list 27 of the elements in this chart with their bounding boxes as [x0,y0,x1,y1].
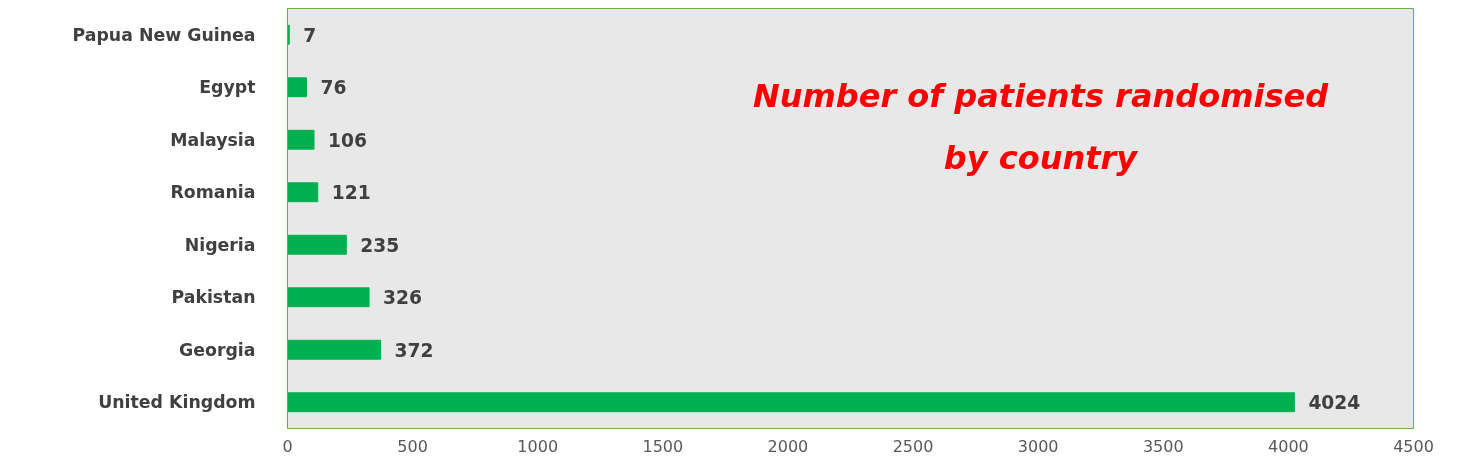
y-tick-label: Papua New Guinea [72,24,256,45]
data-label: 76 [320,77,347,99]
data-label: 7 [303,24,317,46]
y-tick-label: Georgia [179,339,256,360]
y-tick-label: Romania [170,182,256,203]
y-tick-label: Malaysia [170,129,256,150]
x-tick-label: 0 [282,436,293,456]
x-tick-label: 1500 [642,436,684,456]
x-tick-label: 4000 [1268,436,1309,456]
x-tick-label: 2500 [892,436,934,456]
data-label: 235 [360,234,400,256]
data-label: 372 [394,339,434,361]
y-tick-label: Pakistan [171,287,256,308]
data-label: 4024 [1308,392,1361,414]
data-label: 106 [328,129,367,151]
x-tick-label: 2000 [767,436,809,456]
data-label: 121 [331,182,371,204]
x-tick-label: 4500 [1393,436,1434,456]
data-label: 326 [383,287,423,309]
x-tick-label: 500 [397,436,428,456]
x-tick-label: 1000 [517,436,559,456]
text: Number of patients randomised by country [752,76,1330,177]
x-tick-label: 3000 [1017,436,1059,456]
y-tick-label: Egypt [199,77,256,98]
x-tick-label: 3500 [1142,436,1184,456]
y-tick-label: Nigeria [184,234,256,255]
y-tick-label: United Kingdom [98,392,256,413]
